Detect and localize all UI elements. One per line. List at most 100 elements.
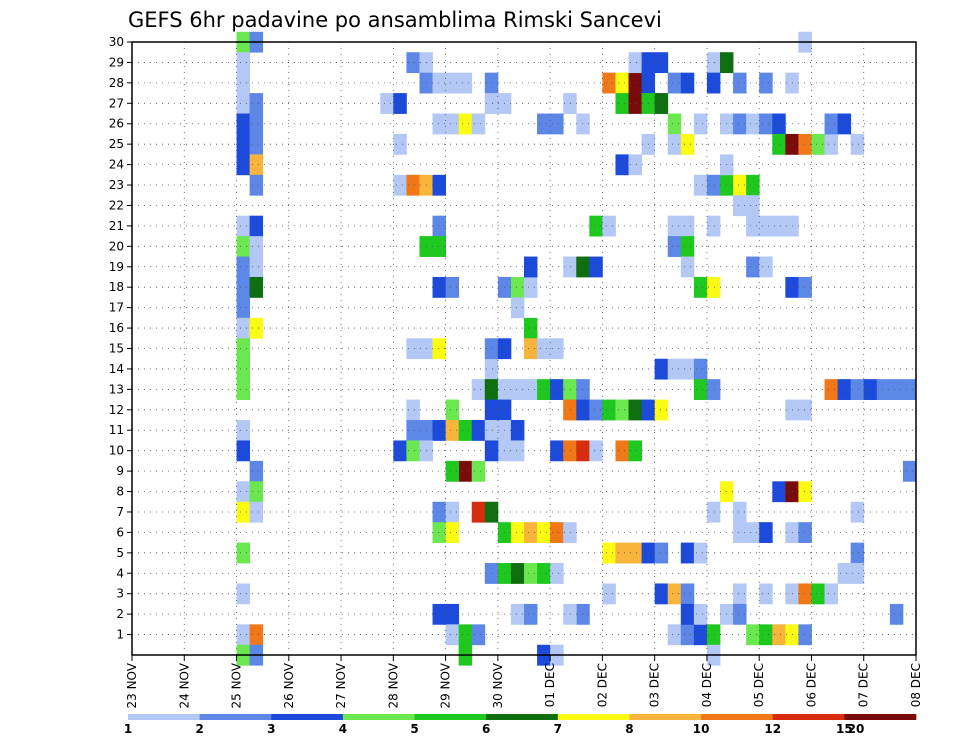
colorbar-label: 4 (339, 722, 347, 736)
y-tick-label: 17 (109, 301, 124, 315)
heatmap-cell (693, 603, 708, 625)
heatmap-cell (484, 501, 499, 523)
heatmap-cell (680, 358, 695, 380)
colorbar-label: 8 (625, 722, 633, 736)
heatmap-cell (484, 72, 499, 94)
heatmap-cell (445, 522, 460, 544)
heatmap-cell (563, 522, 577, 544)
heatmap-cell (680, 603, 695, 625)
heatmap-cell (628, 399, 642, 421)
heatmap-cell (798, 399, 812, 421)
heatmap-cell (889, 603, 904, 625)
heatmap-cell (249, 317, 264, 339)
colorbar-label: 10 (693, 722, 710, 736)
colorbar-swatch (271, 714, 344, 720)
heatmap-cell (432, 72, 446, 94)
heatmap-cell (236, 501, 250, 523)
heatmap-cell (576, 113, 590, 135)
heatmap-cell (602, 583, 616, 605)
heatmap-cell (576, 256, 590, 278)
heatmap-cell (236, 379, 250, 400)
heatmap-cell (746, 113, 760, 135)
x-tick-label: 30 NOV (491, 662, 505, 708)
heatmap-cell (746, 215, 760, 237)
heatmap-cell (563, 256, 577, 278)
heatmap-cell (876, 379, 891, 400)
heatmap-cell (563, 603, 577, 625)
heatmap-cell (236, 542, 250, 564)
heatmap-cell (524, 379, 538, 400)
heatmap-cell (249, 93, 264, 114)
heatmap-cell (680, 583, 695, 605)
y-tick-label: 9 (116, 464, 124, 478)
heatmap-cell (524, 522, 538, 544)
heatmap-cell (693, 542, 708, 564)
heatmap-cell (733, 174, 747, 196)
heatmap-cell (798, 583, 812, 605)
heatmap-cell (484, 420, 499, 441)
heatmap-cell (236, 440, 250, 462)
heatmap-cell (471, 379, 486, 400)
colorbar-swatch (128, 714, 200, 720)
heatmap-cell (550, 440, 564, 462)
heatmap-cell (458, 624, 473, 646)
heatmap-cell (236, 276, 250, 298)
heatmap-cell (510, 297, 525, 319)
heatmap-cell (445, 624, 460, 646)
heatmap-cell (693, 174, 708, 196)
y-tick-label: 21 (109, 219, 124, 233)
y-tick-label: 1 (116, 628, 124, 642)
heatmap-cell (772, 481, 786, 503)
heatmap-cell (667, 358, 682, 380)
heatmap-cell (524, 317, 538, 339)
heatmap-cell (236, 317, 250, 339)
heatmap-cell (249, 113, 264, 135)
heatmap-cell (524, 338, 538, 360)
heatmap-cell (615, 72, 629, 94)
heatmap-cell (615, 542, 629, 564)
heatmap-cell (432, 215, 446, 237)
heatmap-cell (236, 93, 250, 114)
heatmap-cell (602, 72, 616, 94)
y-tick-label: 5 (116, 546, 124, 560)
heatmap-cell (628, 93, 642, 114)
heatmap-cell (733, 195, 747, 217)
heatmap-cell (236, 113, 250, 135)
heatmap-cell (524, 256, 538, 278)
heatmap-cell (432, 276, 446, 298)
x-tick-label: 27 NOV (334, 662, 348, 708)
colorbar-swatch (772, 714, 845, 720)
heatmap-cell (471, 501, 486, 523)
x-tick-label: 01 DEC (543, 663, 557, 707)
y-tick-label: 11 (109, 423, 124, 437)
heatmap-cell (236, 215, 250, 237)
heatmap-cell (798, 133, 812, 155)
heatmap-cell (680, 72, 695, 94)
heatmap-cell (746, 624, 760, 646)
heatmap-cell (445, 603, 460, 625)
heatmap-cell (706, 501, 721, 523)
heatmap-cell (589, 399, 603, 421)
heatmap-cell (576, 399, 590, 421)
heatmap-cell (706, 624, 721, 646)
heatmap-cell (236, 154, 250, 176)
x-tick-label: 06 DEC (804, 663, 818, 707)
heatmap-cell (510, 603, 525, 625)
heatmap-cell (445, 113, 460, 135)
heatmap-cell (393, 440, 407, 462)
heatmap-cell (602, 399, 616, 421)
heatmap-cell (889, 379, 904, 400)
heatmap-cell (824, 113, 838, 135)
colorbar-swatch (486, 714, 559, 720)
heatmap-cell (693, 113, 708, 135)
heatmap-cell (798, 481, 812, 503)
heatmap-cell (524, 563, 538, 584)
heatmap-cell (772, 215, 786, 237)
x-axis-ticks: 23 NOV 24 NOV 25 NOV 26 NOV 27 NOV 28 NOV 29 N… (125, 655, 923, 709)
y-tick-label: 4 (116, 566, 124, 580)
heatmap-cell (236, 358, 250, 380)
heatmap-cell (759, 215, 773, 237)
heatmap-cell (693, 624, 708, 646)
heatmap-cell (236, 297, 250, 319)
